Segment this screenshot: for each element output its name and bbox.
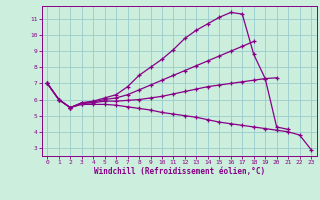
X-axis label: Windchill (Refroidissement éolien,°C): Windchill (Refroidissement éolien,°C): [94, 167, 265, 176]
